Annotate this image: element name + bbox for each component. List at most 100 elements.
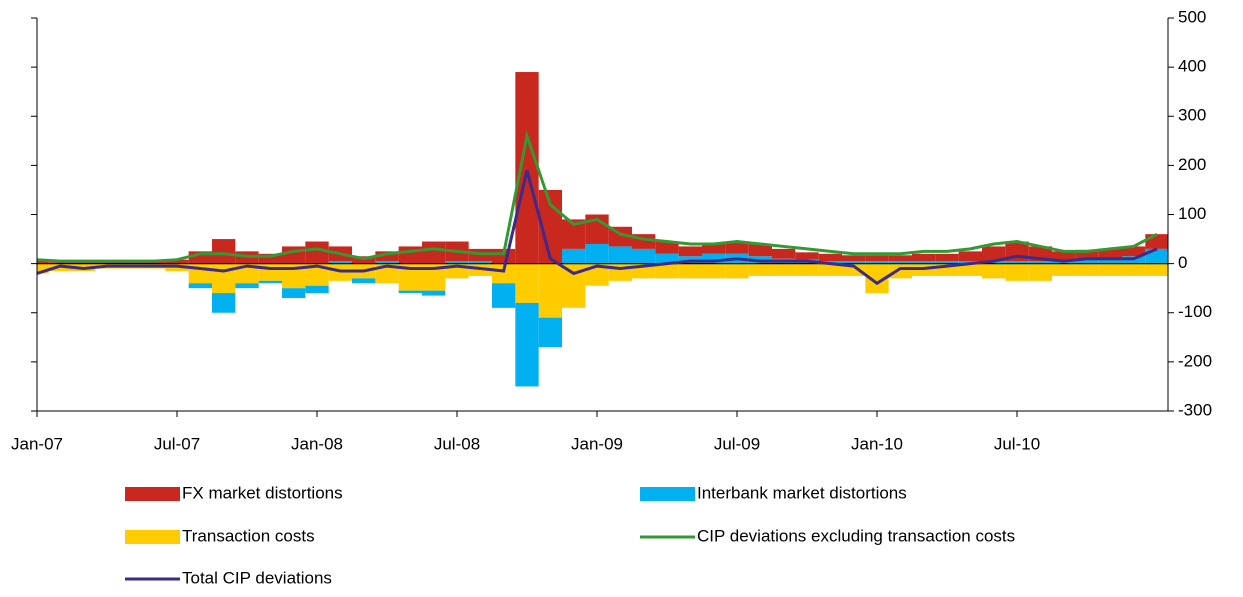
bar	[655, 241, 679, 254]
bar	[258, 280, 282, 284]
bar	[212, 293, 236, 313]
bar	[445, 261, 469, 264]
bar	[538, 317, 562, 348]
bar	[982, 246, 1006, 262]
bar	[515, 302, 539, 387]
bar	[352, 278, 376, 284]
x-tick-label: Jul-09	[714, 434, 760, 453]
bar	[1075, 259, 1099, 264]
bar	[118, 262, 142, 264]
x-tick-label: Jan-08	[291, 434, 343, 453]
bar	[1075, 263, 1099, 276]
legend-swatch	[125, 530, 180, 544]
x-tick-label: Jan-09	[571, 434, 623, 453]
bar	[1028, 261, 1052, 264]
bar	[235, 283, 259, 289]
bar	[982, 263, 1006, 279]
bar	[305, 263, 329, 286]
bar	[1098, 248, 1122, 259]
bar	[678, 263, 702, 279]
bar	[212, 239, 236, 264]
bar	[1052, 263, 1076, 276]
bar	[912, 253, 936, 262]
bar	[562, 263, 586, 308]
bar	[1098, 258, 1122, 264]
bar	[538, 263, 562, 318]
bar	[702, 243, 726, 254]
bar	[468, 261, 492, 264]
x-tick-label: Jan-07	[11, 434, 63, 453]
y-tick-label: -300	[1178, 400, 1212, 419]
x-tick-label: Jan-10	[851, 434, 903, 453]
x-tick-label: Jul-08	[434, 434, 480, 453]
bar	[1052, 251, 1076, 262]
bar	[422, 290, 446, 296]
bar	[1145, 263, 1168, 276]
bar	[515, 263, 539, 303]
bar	[282, 288, 306, 299]
bar	[748, 243, 772, 257]
bar	[748, 263, 772, 276]
legend-label: Total CIP deviations	[182, 568, 332, 587]
bar	[1005, 263, 1029, 281]
bar	[165, 259, 189, 264]
bar	[492, 283, 516, 308]
bar	[305, 241, 329, 264]
bar	[795, 263, 819, 276]
bar	[1122, 263, 1146, 276]
bar	[398, 263, 422, 291]
bar	[958, 263, 982, 276]
bar	[1098, 263, 1122, 276]
bar	[772, 263, 796, 276]
bar	[655, 263, 679, 279]
bar	[492, 263, 516, 284]
y-tick-label: 200	[1178, 155, 1206, 174]
bar	[842, 255, 866, 262]
legend-swatch	[640, 487, 695, 501]
bar	[1075, 249, 1099, 260]
bar	[562, 219, 586, 249]
bar	[422, 263, 446, 291]
bar	[702, 263, 726, 279]
line	[36, 130, 1158, 263]
bar	[818, 253, 842, 262]
bar	[48, 262, 72, 264]
bar	[72, 262, 96, 264]
bar	[1028, 263, 1052, 281]
legend-label: CIP deviations excluding transaction cos…	[697, 526, 1015, 545]
bar	[258, 253, 282, 264]
bar	[375, 261, 399, 264]
y-tick-label: 300	[1178, 106, 1206, 125]
bar	[37, 261, 49, 264]
bar	[888, 255, 912, 262]
bar	[305, 285, 329, 294]
bar	[585, 243, 609, 264]
x-tick-label: Jul-10	[994, 434, 1040, 453]
bar	[562, 248, 586, 264]
bar	[958, 251, 982, 262]
bar	[702, 253, 726, 264]
y-tick-label: -200	[1178, 351, 1212, 370]
bar	[912, 261, 936, 264]
bar	[818, 263, 842, 276]
bar	[328, 261, 352, 264]
bar	[1145, 234, 1168, 249]
bar	[1005, 261, 1029, 264]
bar	[865, 261, 889, 264]
legend-swatch	[125, 487, 180, 501]
bar	[865, 263, 889, 294]
bar	[655, 253, 679, 264]
x-tick-label: Jul-07	[154, 434, 200, 453]
bar	[37, 263, 49, 274]
legend-label: FX market distortions	[182, 483, 343, 502]
line	[36, 169, 1158, 286]
y-tick-label: 500	[1178, 7, 1206, 26]
legend-label: Interbank market distortions	[697, 483, 907, 502]
y-tick-label: 100	[1178, 204, 1206, 223]
bar	[95, 262, 119, 264]
bar	[888, 261, 912, 264]
bar	[188, 283, 212, 289]
y-tick-label: 400	[1178, 57, 1206, 76]
y-tick-label: 0	[1178, 253, 1187, 272]
